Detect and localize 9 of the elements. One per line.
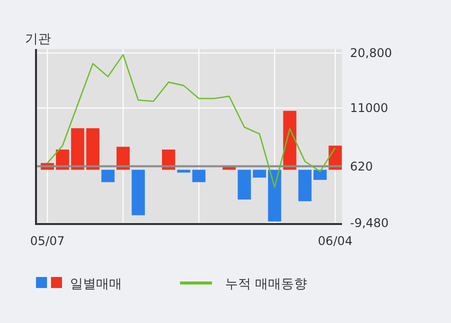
y-tick-label: 20,800 (350, 46, 392, 60)
y-tick-label: 11000 (350, 101, 388, 116)
legend-label: 누적 매매동향 (225, 277, 308, 292)
chart-title: 기관 (25, 32, 51, 47)
x-tick-label: 05/07 (30, 234, 65, 248)
y-tick-label: -9,480 (350, 216, 389, 230)
x-tick-label: 06/04 (318, 234, 353, 248)
legend-label: 일별매매 (70, 277, 122, 292)
y-tick-label: 620 (350, 159, 373, 174)
